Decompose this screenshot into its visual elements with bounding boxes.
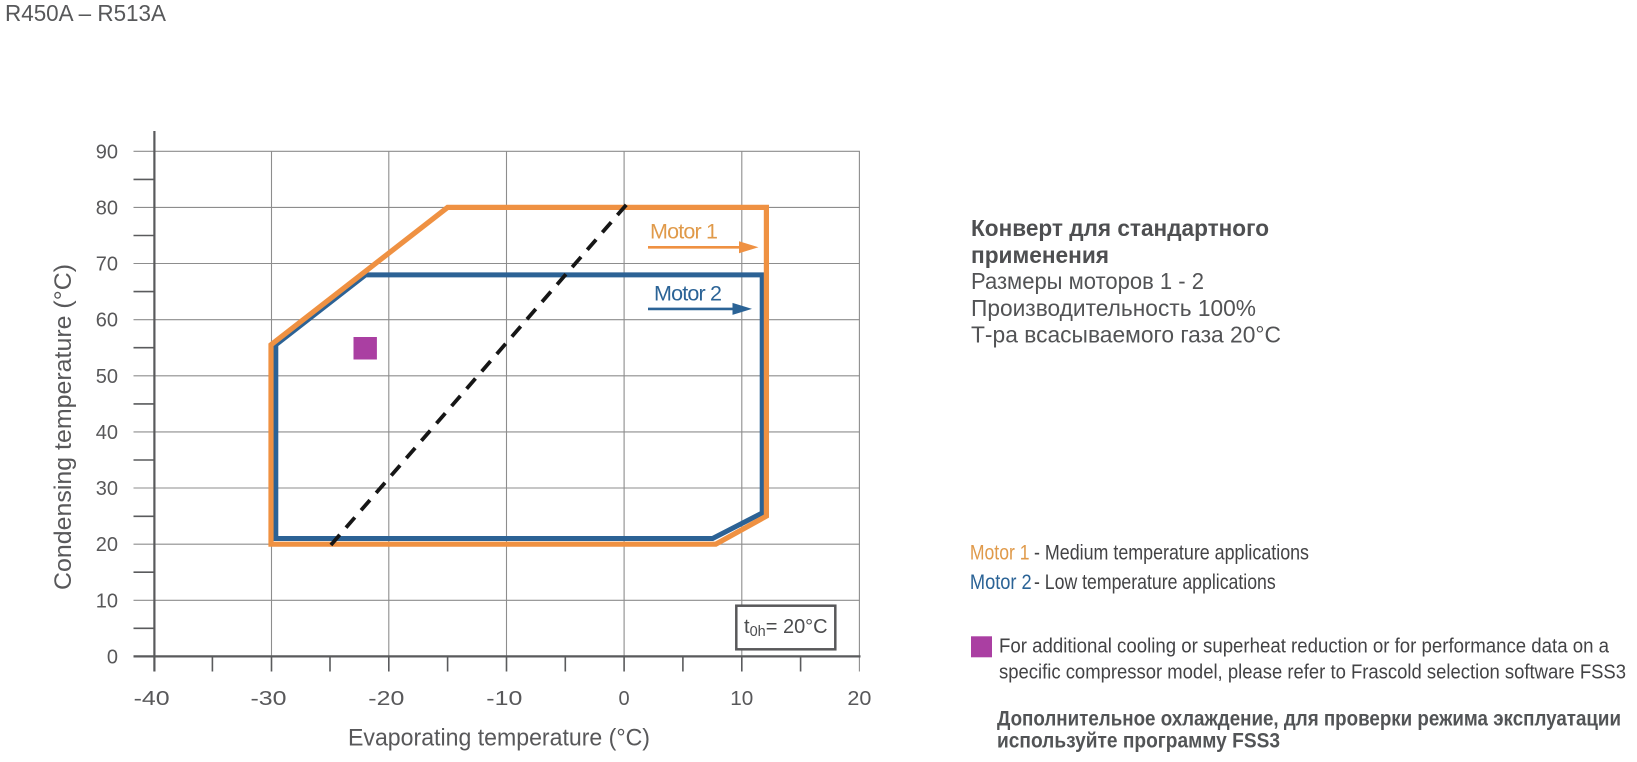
svg-text:Motor 2: Motor 2 — [654, 281, 722, 305]
svg-text:Производительность 100%: Производительность 100% — [971, 295, 1256, 321]
svg-text:Конверт для стандартного: Конверт для стандартного — [971, 215, 1269, 241]
svg-text:t0h= 20°C: t0h= 20°C — [744, 616, 828, 640]
svg-text:-40: -40 — [134, 688, 170, 710]
svg-text:10: 10 — [730, 688, 753, 710]
svg-text:0: 0 — [107, 646, 118, 668]
svg-text:Motor 1: Motor 1 — [970, 541, 1030, 564]
svg-text:-30: -30 — [251, 688, 287, 710]
svg-text:Evaporating temperature (°C): Evaporating temperature (°C) — [348, 725, 650, 752]
svg-text:- Medium temperature applicati: - Medium temperature applications — [1034, 541, 1309, 564]
svg-text:10: 10 — [96, 590, 118, 612]
svg-text:Condensing temperature (°C): Condensing temperature (°C) — [50, 264, 77, 590]
svg-text:20: 20 — [96, 534, 118, 556]
svg-text:0: 0 — [619, 688, 630, 710]
svg-text:60: 60 — [96, 310, 118, 332]
svg-text:R450A – R513A: R450A – R513A — [5, 0, 166, 26]
svg-text:40: 40 — [96, 422, 118, 444]
svg-text:используйте программу FSS3: используйте программу FSS3 — [997, 730, 1280, 753]
svg-text:70: 70 — [96, 254, 118, 276]
svg-text:-10: -10 — [486, 688, 522, 710]
svg-text:For additional cooling or supe: For additional cooling or superheat redu… — [999, 635, 1610, 657]
svg-text:specific compressor model, ple: specific compressor model, please refer … — [999, 661, 1626, 683]
svg-text:50: 50 — [96, 366, 118, 388]
svg-text:применения: применения — [971, 242, 1109, 268]
svg-text:-20: -20 — [368, 688, 404, 710]
svg-text:- Low temperature applications: - Low temperature applications — [1034, 571, 1276, 594]
svg-text:Дополнительное охлаждение, для: Дополнительное охлаждение, для проверки … — [997, 708, 1621, 731]
svg-text:20: 20 — [847, 688, 871, 710]
svg-text:Размеры моторов 1 - 2: Размеры моторов 1 - 2 — [971, 268, 1204, 294]
svg-text:Motor 2: Motor 2 — [970, 571, 1032, 594]
svg-text:Motor 1: Motor 1 — [650, 219, 718, 243]
svg-text:Т-ра всасываемого газа 20°С: Т-ра всасываемого газа 20°С — [971, 322, 1281, 348]
svg-text:80: 80 — [96, 197, 118, 219]
svg-text:90: 90 — [96, 141, 118, 163]
svg-text:30: 30 — [96, 478, 118, 500]
